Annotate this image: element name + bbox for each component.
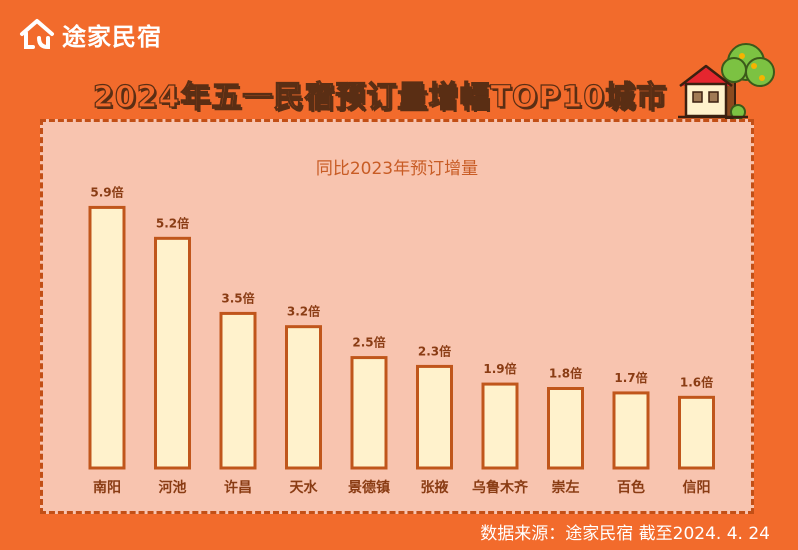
data-label-信阳: 1.6倍 xyxy=(680,374,713,389)
category-label-天水: 天水 xyxy=(290,479,319,496)
bar-许昌 xyxy=(219,311,257,470)
data-label-许昌: 3.5倍 xyxy=(221,290,254,305)
data-label-张掖: 2.3倍 xyxy=(418,343,451,358)
data-label-天水: 3.2倍 xyxy=(287,304,320,319)
category-label-百色: 百色 xyxy=(617,479,645,496)
category-label-张掖: 张掖 xyxy=(421,479,450,496)
data-label-百色: 1.7倍 xyxy=(614,370,647,385)
bar-乌鲁木齐 xyxy=(481,382,519,470)
bar-崇左 xyxy=(547,387,584,470)
category-label-信阳: 信阳 xyxy=(683,479,711,496)
bar-信阳 xyxy=(678,395,715,470)
house-logo-icon xyxy=(20,19,54,50)
category-label-许昌: 许昌 xyxy=(224,479,252,496)
category-label-崇左: 崇左 xyxy=(552,479,580,496)
brand-logo: 途家民宿 xyxy=(18,17,162,51)
page-title: 2024年五一民宿预订量增幅TOP10城市 xyxy=(92,79,668,115)
chart-title: 同比2023年预订增量 xyxy=(315,159,479,179)
data-label-崇左: 1.8倍 xyxy=(549,366,582,381)
bar-张掖 xyxy=(416,364,453,470)
category-label-河池: 河池 xyxy=(159,479,187,496)
category-label-景德镇: 景德镇 xyxy=(348,479,390,496)
data-label-河池: 5.2倍 xyxy=(156,215,189,230)
data-label-景德镇: 2.5倍 xyxy=(352,335,385,350)
category-label-乌鲁木齐: 乌鲁木齐 xyxy=(472,479,529,496)
category-label-南阳: 南阳 xyxy=(93,479,121,496)
chart-panel: 同比2023年预订增量 5.9倍南阳 5.2倍河池 3.5倍许昌 3.2倍天水 2.5倍… xyxy=(40,119,754,514)
data-label-乌鲁木齐: 1.9倍 xyxy=(483,361,516,376)
bar-天水 xyxy=(285,325,322,470)
data-source: 数据来源：途家民宿 截至2024. 4. 24 xyxy=(480,524,770,544)
bar-南阳 xyxy=(88,205,126,470)
house-with-tree-icon xyxy=(678,43,775,120)
brand-name: 途家民宿 xyxy=(62,22,162,51)
bar-百色 xyxy=(612,391,650,470)
bar-景德镇 xyxy=(350,356,388,470)
bar-河池 xyxy=(154,236,191,470)
data-label-南阳: 5.9倍 xyxy=(90,184,123,199)
